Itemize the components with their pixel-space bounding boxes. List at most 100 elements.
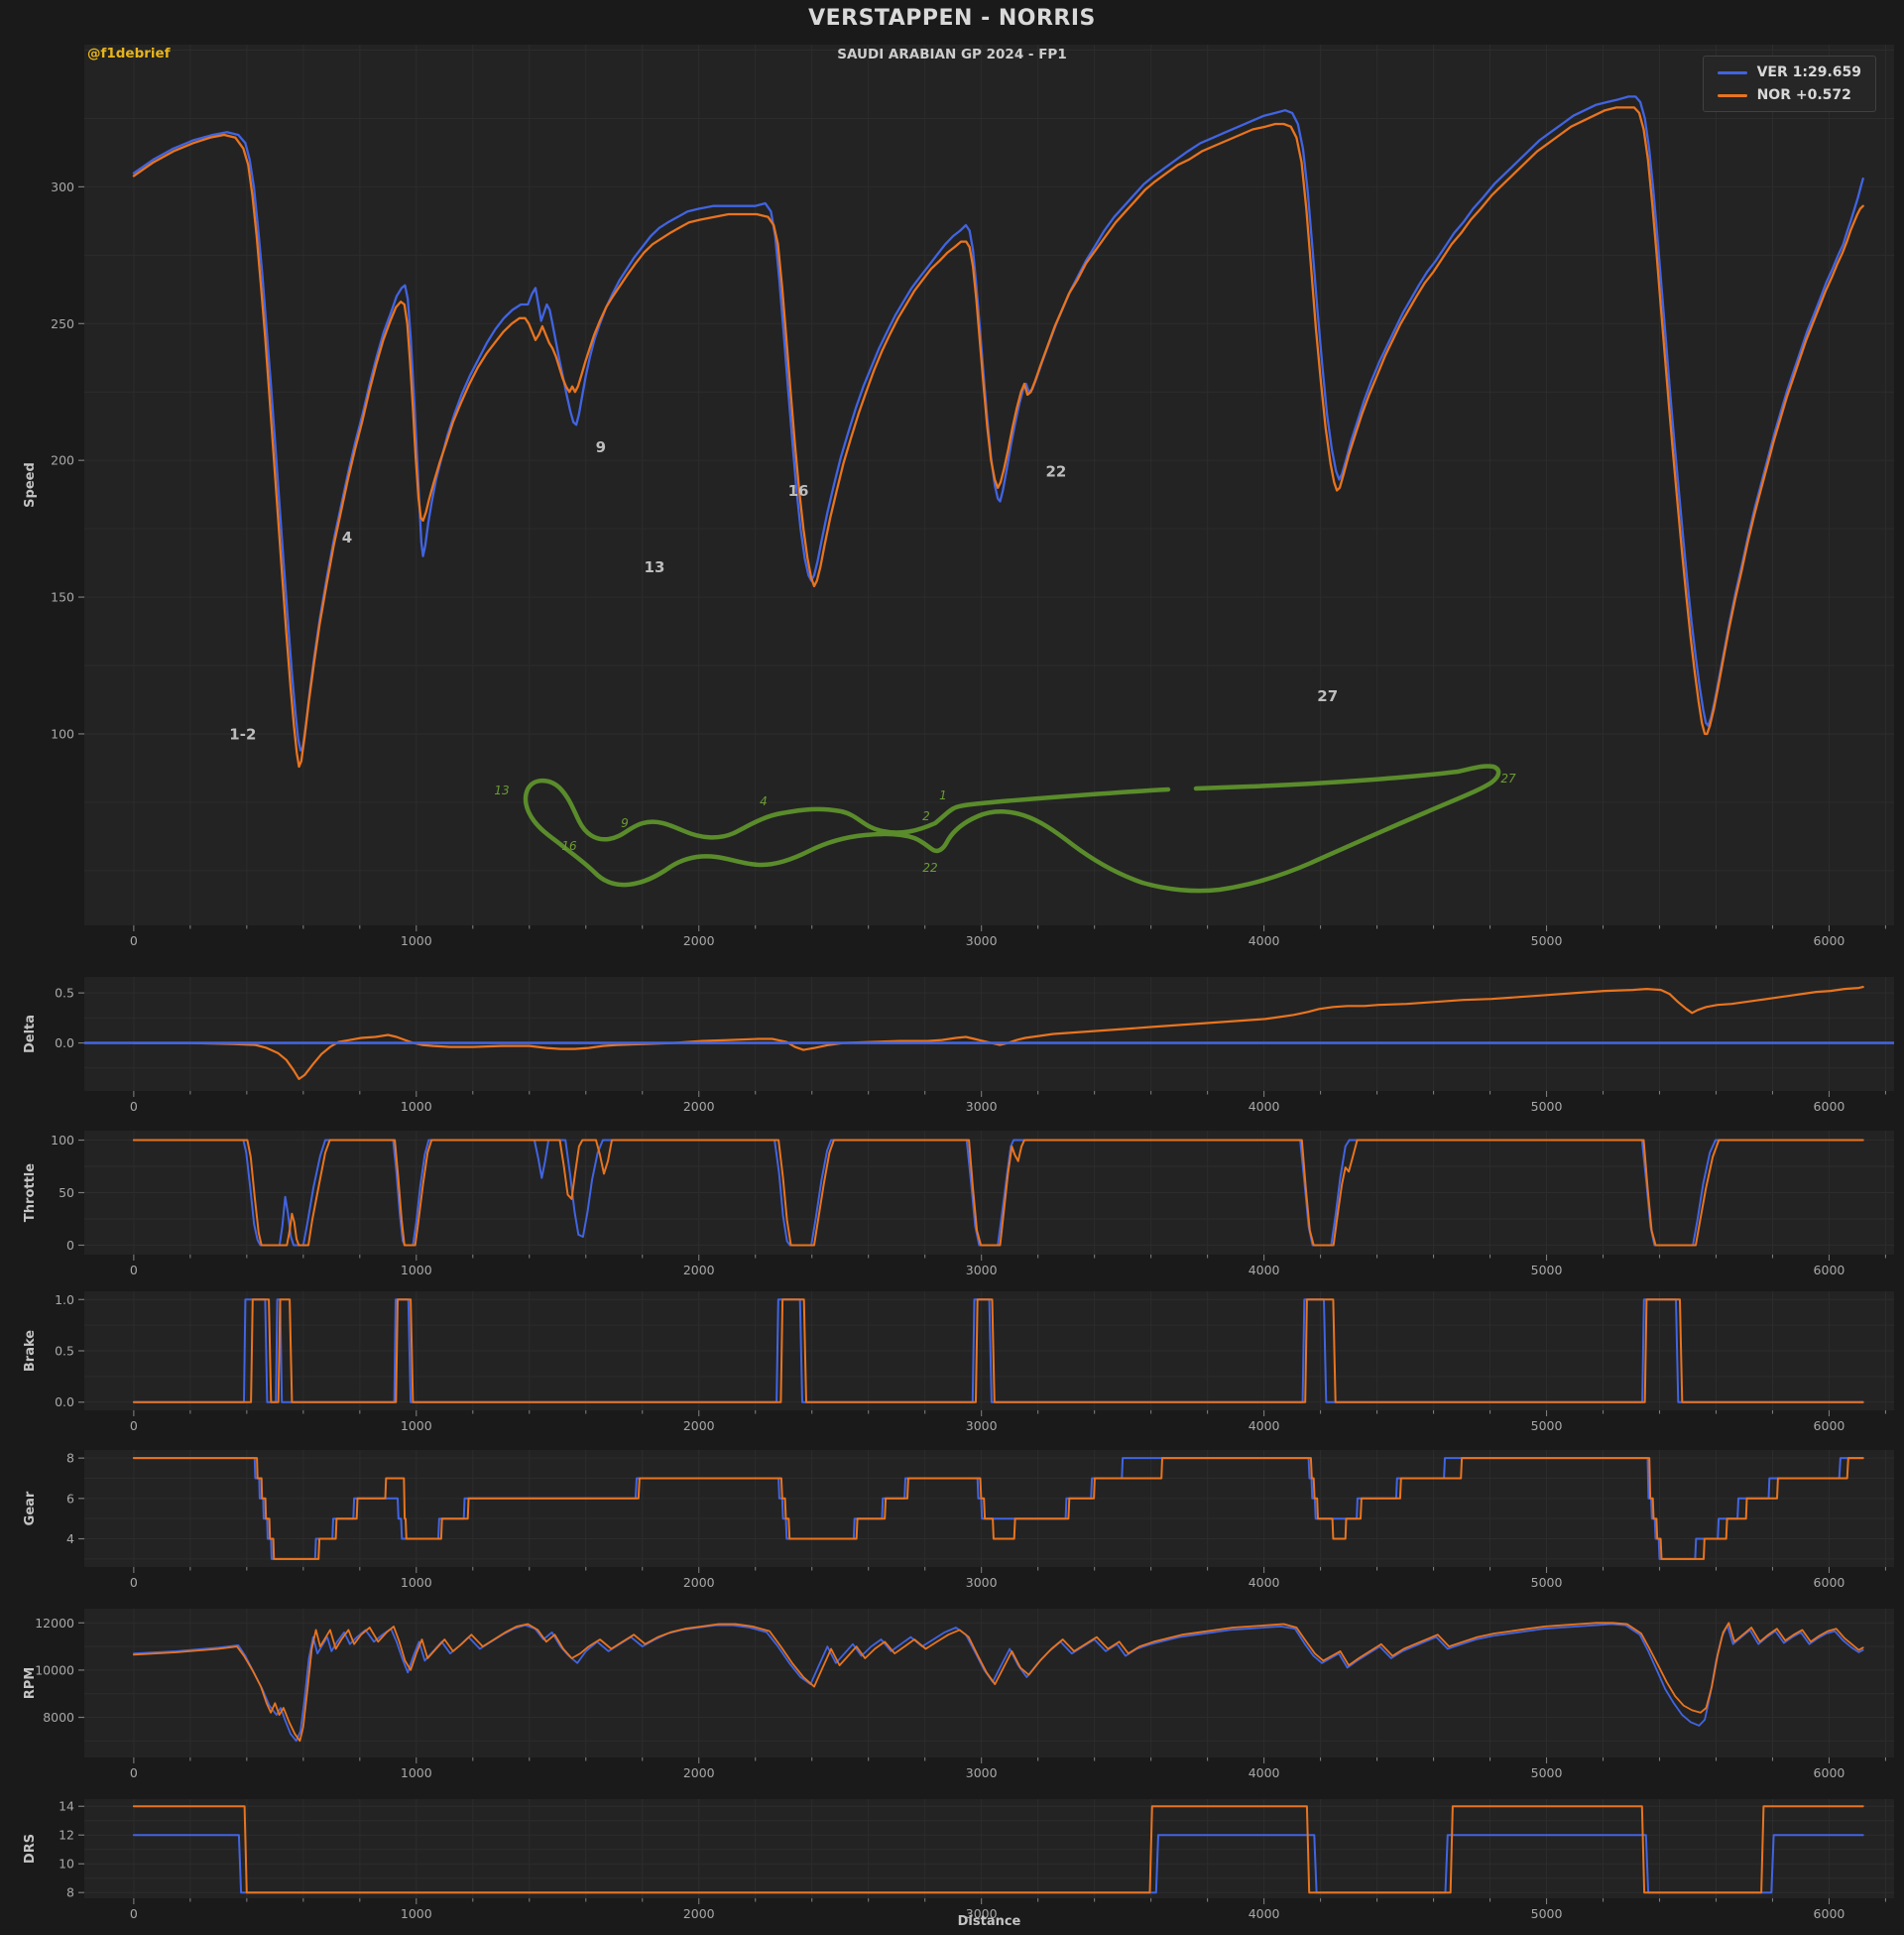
svg-text:3000: 3000 bbox=[966, 1099, 998, 1114]
legend-entry-nor: NOR +0.572 bbox=[1717, 87, 1861, 103]
svg-text:5000: 5000 bbox=[1531, 1906, 1563, 1921]
svg-text:6000: 6000 bbox=[1814, 1765, 1845, 1780]
corner-annotation-9: 9 bbox=[596, 438, 606, 456]
svg-text:200: 200 bbox=[51, 453, 74, 468]
track-outline bbox=[523, 764, 1501, 894]
svg-text:5000: 5000 bbox=[1531, 1099, 1563, 1114]
track-corner-label-2: 2 bbox=[922, 809, 930, 823]
svg-text:1000: 1000 bbox=[401, 1906, 432, 1921]
svg-text:4000: 4000 bbox=[1249, 1263, 1280, 1277]
svg-text:5000: 5000 bbox=[1531, 1263, 1563, 1277]
svg-text:6000: 6000 bbox=[1814, 1906, 1845, 1921]
grid-brake bbox=[84, 1291, 1894, 1410]
svg-text:Throttle: Throttle bbox=[23, 1163, 38, 1222]
svg-text:Brake: Brake bbox=[23, 1330, 38, 1372]
svg-text:0: 0 bbox=[130, 933, 138, 948]
svg-text:3000: 3000 bbox=[966, 933, 998, 948]
svg-text:Gear: Gear bbox=[23, 1491, 38, 1525]
svg-text:1000: 1000 bbox=[401, 1099, 432, 1114]
svg-text:14: 14 bbox=[59, 1799, 74, 1814]
svg-text:6: 6 bbox=[66, 1491, 74, 1506]
series-gear-ver bbox=[132, 1457, 1864, 1560]
svg-text:1.0: 1.0 bbox=[55, 1292, 74, 1307]
svg-text:0: 0 bbox=[130, 1575, 138, 1590]
svg-text:0: 0 bbox=[130, 1099, 138, 1114]
series-gear-nor bbox=[132, 1457, 1864, 1560]
svg-text:6000: 6000 bbox=[1814, 1418, 1845, 1433]
corner-annotation-13: 13 bbox=[645, 558, 665, 576]
svg-text:250: 250 bbox=[51, 316, 74, 331]
corner-annotation-16: 16 bbox=[788, 482, 809, 500]
watermark: @f1debrief bbox=[87, 46, 171, 61]
svg-text:3000: 3000 bbox=[966, 1906, 998, 1921]
track-corner-label-9: 9 bbox=[621, 816, 629, 830]
svg-text:Speed: Speed bbox=[23, 462, 38, 508]
svg-text:4000: 4000 bbox=[1249, 1906, 1280, 1921]
panel-rpm: 8000 10000 12000 0 1000 2000 3000 4000 5000 6000 R… bbox=[23, 1609, 1894, 1780]
svg-text:6000: 6000 bbox=[1814, 933, 1845, 948]
svg-text:Delta: Delta bbox=[23, 1015, 38, 1053]
svg-text:2000: 2000 bbox=[683, 1263, 715, 1277]
corner-annotation-22: 22 bbox=[1045, 463, 1066, 481]
svg-text:4000: 4000 bbox=[1249, 1099, 1280, 1114]
svg-text:1000: 1000 bbox=[401, 1575, 432, 1590]
svg-text:8: 8 bbox=[66, 1885, 74, 1900]
svg-text:1000: 1000 bbox=[401, 1263, 432, 1277]
svg-text:6000: 6000 bbox=[1814, 1575, 1845, 1590]
svg-text:8000: 8000 bbox=[43, 1710, 74, 1725]
corner-annotation-27: 27 bbox=[1317, 687, 1338, 705]
track-corner-label-1: 1 bbox=[939, 788, 947, 802]
svg-text:10000: 10000 bbox=[35, 1662, 74, 1677]
svg-text:10: 10 bbox=[59, 1857, 74, 1872]
page-title: VERSTAPPEN - NORRIS bbox=[808, 6, 1096, 31]
svg-text:4000: 4000 bbox=[1249, 1765, 1280, 1780]
svg-text:2000: 2000 bbox=[683, 1418, 715, 1433]
svg-text:0: 0 bbox=[130, 1418, 138, 1433]
series-rpm-nor bbox=[132, 1622, 1864, 1743]
grid-rpm bbox=[84, 1609, 1894, 1757]
series-brake-nor bbox=[132, 1298, 1864, 1403]
svg-text:4000: 4000 bbox=[1249, 1575, 1280, 1590]
svg-text:0.5: 0.5 bbox=[55, 1344, 74, 1359]
svg-text:2000: 2000 bbox=[683, 1765, 715, 1780]
svg-text:3000: 3000 bbox=[966, 1263, 998, 1277]
svg-text:6000: 6000 bbox=[1814, 1099, 1845, 1114]
svg-text:0: 0 bbox=[66, 1238, 74, 1253]
series-speed-nor bbox=[132, 106, 1864, 769]
track-corner-label-4: 4 bbox=[760, 794, 768, 808]
corner-annotation-1-2: 1-2 bbox=[229, 725, 256, 743]
svg-text:2000: 2000 bbox=[683, 1906, 715, 1921]
x-axis-label: Distance bbox=[957, 1914, 1021, 1929]
svg-text:2000: 2000 bbox=[683, 1575, 715, 1590]
chart-subtitle: SAUDI ARABIAN GP 2024 - FP1 bbox=[837, 47, 1067, 62]
svg-text:0: 0 bbox=[130, 1906, 138, 1921]
svg-text:3000: 3000 bbox=[966, 1765, 998, 1780]
svg-text:100: 100 bbox=[51, 726, 74, 741]
svg-text:12: 12 bbox=[59, 1828, 74, 1843]
panel-gear: 4 6 8 0 1000 2000 3000 4000 5000 6000 Gear bbox=[23, 1450, 1894, 1590]
svg-text:50: 50 bbox=[59, 1185, 74, 1200]
legend-entry-ver: VER 1:29.659 bbox=[1717, 64, 1861, 80]
svg-text:3000: 3000 bbox=[966, 1575, 998, 1590]
corner-annotation-4: 4 bbox=[342, 529, 352, 546]
svg-text:0.5: 0.5 bbox=[55, 986, 74, 1001]
ver-line-swatch bbox=[1717, 70, 1747, 74]
svg-text:8: 8 bbox=[66, 1451, 74, 1466]
legend-label-ver: VER 1:29.659 bbox=[1756, 64, 1861, 80]
series-speed-ver bbox=[132, 95, 1864, 752]
svg-text:2000: 2000 bbox=[683, 933, 715, 948]
svg-text:5000: 5000 bbox=[1531, 1418, 1563, 1433]
svg-text:RPM: RPM bbox=[23, 1667, 38, 1699]
svg-text:0: 0 bbox=[130, 1263, 138, 1277]
svg-text:0.0: 0.0 bbox=[55, 1394, 74, 1409]
svg-text:300: 300 bbox=[51, 180, 74, 194]
svg-text:100: 100 bbox=[51, 1133, 74, 1148]
series-drs-nor bbox=[132, 1805, 1864, 1894]
track-corner-label-16: 16 bbox=[561, 839, 577, 853]
svg-text:5000: 5000 bbox=[1531, 1765, 1563, 1780]
